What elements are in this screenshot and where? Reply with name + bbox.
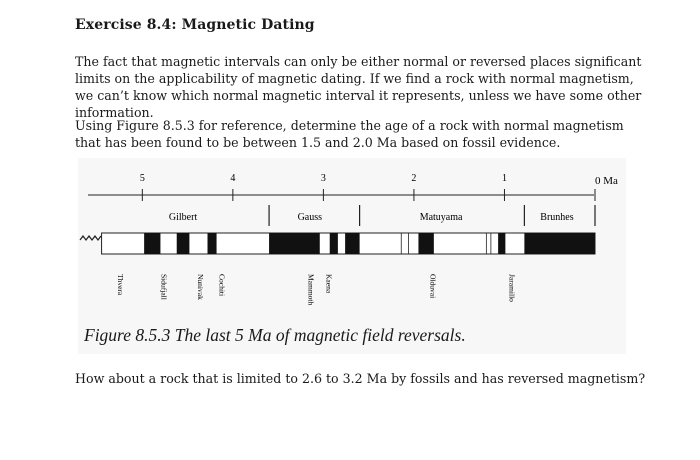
normal-interval <box>329 233 338 254</box>
chron-labels: Gilbert Gauss Matuyama Brunhes <box>169 212 574 223</box>
axis-tick-label: 1 <box>502 173 507 184</box>
normal-interval <box>418 233 434 254</box>
normal-interval <box>176 233 190 254</box>
exercise-heading: Exercise 8.4: Magnetic Dating <box>75 17 315 33</box>
axis-ticks: 5 4 3 2 1 <box>140 173 596 201</box>
normal-interval <box>207 233 217 254</box>
subchron-label: Sidufjall <box>160 274 169 300</box>
chron-label: Gauss <box>298 212 323 223</box>
subchron-label: Cochiti <box>218 274 227 296</box>
subchron-labels: Thvera Sidufjall Nunivak Cochiti Mammoth Kaen… <box>116 274 516 305</box>
axis-tick-label: 2 <box>411 173 416 184</box>
chron-label: Matuyama <box>420 212 463 223</box>
intro-paragraph: The fact that magnetic intervals can onl… <box>75 54 642 120</box>
normal-interval <box>269 233 320 254</box>
followup-question: How about a rock that is limited to 2.6 … <box>75 371 646 386</box>
subchron-label: Thvera <box>116 274 125 296</box>
normal-interval <box>345 233 360 254</box>
normal-interval <box>498 233 506 254</box>
axis-tick-label: 5 <box>140 173 145 184</box>
subchron-label: Kaena <box>324 274 333 294</box>
normal-interval <box>144 233 161 254</box>
chron-separators <box>268 205 596 226</box>
axis-unit-label: 0 Ma <box>595 175 618 187</box>
reversal-chart: 5 4 3 2 1 0 Ma Gilbert Gauss Matuyama Brunhes T… <box>79 173 618 305</box>
subchron-label: Nunivak <box>196 274 205 300</box>
chron-label: Brunhes <box>540 212 573 223</box>
subchron-label: Jaramillo <box>507 274 516 302</box>
chron-label: Gilbert <box>169 212 198 223</box>
axis-tick-label: 4 <box>230 173 235 184</box>
figure-caption: Figure 8.5.3 The last 5 Ma of magnetic f… <box>84 325 466 345</box>
magnetic-reversal-figure: 5 4 3 2 1 0 Ma Gilbert Gauss Matuyama Brunhes T… <box>78 158 626 354</box>
subchron-label: Mammoth <box>306 274 315 305</box>
break-symbol <box>79 235 102 241</box>
axis-tick-label: 3 <box>321 173 326 184</box>
subchron-label: Olduvai <box>429 274 438 298</box>
question-paragraph: Using Figure 8.5.3 for reference, determ… <box>75 118 624 150</box>
polarity-bar <box>101 232 596 255</box>
normal-interval <box>524 233 595 254</box>
